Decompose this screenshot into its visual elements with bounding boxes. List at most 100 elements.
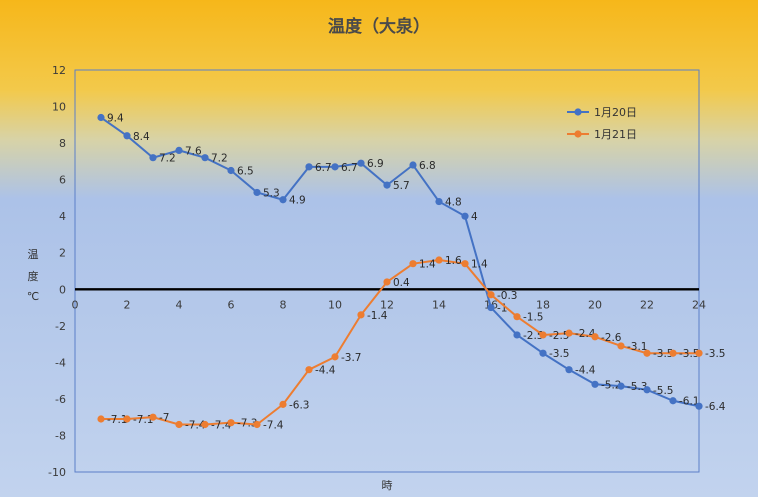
series-2-point <box>617 342 625 350</box>
x-tick-label: 20 <box>588 298 602 311</box>
series-1-point <box>539 349 547 357</box>
series-2-data-label: -3.7 <box>341 352 362 364</box>
series-1-point <box>97 113 105 122</box>
series-1-data-label: -5.3 <box>627 381 648 393</box>
y-tick-label: 2 <box>59 247 66 260</box>
plot-area-border <box>74 69 700 473</box>
y-tick-label: -10 <box>48 466 66 479</box>
y-axis-title-char-2: 度 <box>28 269 39 283</box>
series-1-point <box>513 331 521 339</box>
x-tick-label: 10 <box>328 298 342 311</box>
y-axis-ticks: -10 -8 -6 -4 -2 0 2 4 6 8 10 12 <box>48 64 66 479</box>
y-tick-label: 12 <box>52 64 66 77</box>
series-1-data-label: 7.2 <box>211 153 228 165</box>
series-1-data-label: -5.5 <box>653 385 674 397</box>
series-2-point <box>695 349 703 357</box>
series-2: -7.1 -7.1 -7 -7.4 -7.4 -7.3 -7.4 -6.3 -4.4 -3.7 -1… <box>97 255 726 431</box>
series-2-point <box>227 419 235 427</box>
series-1-point <box>201 154 209 162</box>
series-1-data-label: 7.2 <box>159 153 176 165</box>
series-2-point <box>201 420 209 429</box>
series-1-point <box>331 163 339 171</box>
series-2-data-label: -7.3 <box>237 418 258 430</box>
series-2-point <box>565 329 573 337</box>
legend: 1月20日 1月21日 <box>567 106 637 141</box>
series-2-data-label: -2.6 <box>601 332 622 344</box>
series-1-point <box>305 163 313 171</box>
y-tick-label: 0 <box>59 283 66 296</box>
series-1-point <box>695 402 703 410</box>
series-2-data-label: -1.4 <box>367 310 388 322</box>
series-1-data-label: 6.7 <box>341 162 358 174</box>
series-1-point <box>383 181 391 189</box>
y-tick-label: 8 <box>59 137 66 150</box>
series-2-data-label: -6.3 <box>289 399 310 411</box>
series-1-point <box>617 382 625 390</box>
series-2-point <box>97 415 105 423</box>
series-1-point <box>123 132 131 140</box>
series-1-point <box>565 366 573 374</box>
series-1-point <box>149 154 157 162</box>
series-1-data-label: -2.5 <box>523 330 544 342</box>
y-tick-label: -8 <box>55 429 66 442</box>
x-tick-label: 6 <box>228 298 235 311</box>
series-1-data-label: -6.1 <box>679 396 700 408</box>
series-1-point <box>357 159 365 167</box>
x-tick-label: 18 <box>536 298 550 311</box>
series-2-data-label: 1.6 <box>445 255 462 267</box>
series-2-point <box>461 260 469 268</box>
x-axis-title: 時 <box>382 479 393 492</box>
series-1-data-label: -1 <box>497 303 507 315</box>
series-1: 9.4 8.4 7.2 7.6 7.2 6.5 5.3 4.9 6.7 6.7 6.9 5.7 6.8 4… <box>97 113 726 413</box>
series-2-point <box>643 349 651 357</box>
series-2-data-label: -3.5 <box>705 348 726 360</box>
series-2-data-label: 1.4 <box>471 259 488 271</box>
series-1-point <box>435 197 443 206</box>
x-tick-label: 24 <box>692 298 706 311</box>
series-1-point <box>227 166 235 175</box>
x-tick-label: 2 <box>124 298 131 311</box>
series-1-data-label: 6.5 <box>237 166 254 178</box>
x-tick-label: 0 <box>72 298 79 311</box>
series-2-data-label: 0.4 <box>393 277 410 289</box>
x-axis-ticks: 024681012141618202224 <box>72 298 707 311</box>
series-1-data-label: -4.4 <box>575 365 596 377</box>
series-2-point <box>591 333 599 341</box>
series-2-point <box>487 291 495 299</box>
series-1-line <box>100 116 700 408</box>
series-2-data-label: -7 <box>159 412 169 424</box>
x-tick-label: 22 <box>640 298 654 311</box>
y-axis-title-char-3: ℃ <box>27 290 39 303</box>
y-axis-title-char-1: 温 <box>28 248 39 261</box>
series-2-point <box>175 420 183 429</box>
series-layer: 9.4 8.4 7.2 7.6 7.2 6.5 5.3 4.9 6.7 6.7 6.9 5.7 6.8 4… <box>97 113 726 431</box>
x-tick-label: 4 <box>176 298 183 311</box>
series-2-point <box>331 353 339 361</box>
y-tick-label: -6 <box>55 393 66 406</box>
legend-swatch-marker <box>574 130 582 138</box>
series-1-data-label: 5.3 <box>263 187 280 199</box>
series-2-line <box>101 259 699 426</box>
series-2-point <box>305 366 313 374</box>
series-2-data-label: -7.1 <box>133 414 154 426</box>
series-2-point <box>539 331 547 339</box>
series-2-point <box>149 413 157 421</box>
series-2-point <box>123 415 131 423</box>
x-tick-label: 12 <box>380 298 394 311</box>
series-2-point <box>383 278 391 286</box>
chart-title: 温度（大泉） <box>328 16 430 37</box>
series-2-data-label: 1.4 <box>419 259 436 271</box>
series-1-data-label: -3.5 <box>549 348 570 360</box>
series-1-data-label: 6.7 <box>315 162 332 174</box>
legend-swatch-marker <box>574 108 582 116</box>
y-tick-label: -2 <box>55 320 66 333</box>
series-1-point <box>643 386 651 394</box>
series-1-point <box>279 196 287 204</box>
series-1-point <box>669 397 677 405</box>
series-2-point <box>253 420 261 429</box>
series-2-data-label: -2.4 <box>575 328 596 340</box>
y-tick-label: 4 <box>59 210 66 223</box>
series-1-point <box>487 303 495 312</box>
